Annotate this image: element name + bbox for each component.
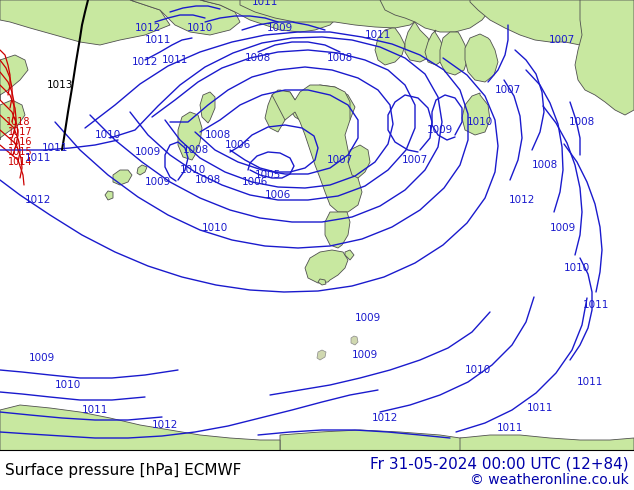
Polygon shape <box>317 350 326 360</box>
Polygon shape <box>240 0 430 28</box>
Text: 1013: 1013 <box>47 80 73 90</box>
Polygon shape <box>113 170 132 185</box>
Text: 1008: 1008 <box>532 160 558 170</box>
Text: 1009: 1009 <box>135 147 161 157</box>
Text: 1010: 1010 <box>467 117 493 127</box>
Text: 1008: 1008 <box>245 53 271 63</box>
Text: 1009: 1009 <box>145 177 171 187</box>
Text: 1009: 1009 <box>355 313 381 323</box>
Text: Surface pressure [hPa] ECMWF: Surface pressure [hPa] ECMWF <box>5 463 242 477</box>
Polygon shape <box>137 165 147 175</box>
Text: 1007: 1007 <box>327 155 353 165</box>
Text: 1011: 1011 <box>145 35 171 45</box>
Text: 1007: 1007 <box>495 85 521 95</box>
Text: 1012: 1012 <box>132 57 158 67</box>
Text: 1011: 1011 <box>365 30 391 40</box>
Text: 1008: 1008 <box>205 130 231 140</box>
Text: 1011: 1011 <box>497 423 523 433</box>
Polygon shape <box>325 212 350 248</box>
Text: 1011: 1011 <box>25 153 51 163</box>
Text: 1009: 1009 <box>352 350 378 360</box>
Text: 1011: 1011 <box>583 300 609 310</box>
Text: 1007: 1007 <box>549 35 575 45</box>
Text: 1016: 1016 <box>8 137 32 147</box>
Text: 1009: 1009 <box>267 23 293 33</box>
Polygon shape <box>348 145 370 178</box>
Text: 1006: 1006 <box>225 140 251 150</box>
Text: 1012: 1012 <box>135 23 161 33</box>
Polygon shape <box>460 435 634 452</box>
Text: 1005: 1005 <box>255 170 281 180</box>
Polygon shape <box>200 0 340 32</box>
Text: 1010: 1010 <box>202 223 228 233</box>
Text: 1011: 1011 <box>577 377 603 387</box>
Polygon shape <box>380 0 490 32</box>
Polygon shape <box>318 279 326 285</box>
Polygon shape <box>470 0 634 55</box>
Text: 1012: 1012 <box>509 195 535 205</box>
Text: 1011: 1011 <box>162 55 188 65</box>
Polygon shape <box>0 405 280 452</box>
Text: 1011: 1011 <box>252 0 278 7</box>
Polygon shape <box>0 100 25 140</box>
Text: 1010: 1010 <box>55 380 81 390</box>
Text: 1008: 1008 <box>569 117 595 127</box>
Polygon shape <box>305 250 348 283</box>
Polygon shape <box>105 191 113 200</box>
Polygon shape <box>425 30 445 65</box>
Text: 1012: 1012 <box>25 195 51 205</box>
Text: 1008: 1008 <box>183 145 209 155</box>
Polygon shape <box>265 90 295 132</box>
Text: 1009: 1009 <box>29 353 55 363</box>
Polygon shape <box>462 93 490 135</box>
Polygon shape <box>440 32 468 75</box>
Text: Fr 31-05-2024 00:00 UTC (12+84): Fr 31-05-2024 00:00 UTC (12+84) <box>370 457 629 471</box>
Text: 1010: 1010 <box>95 130 121 140</box>
Polygon shape <box>178 112 202 160</box>
Polygon shape <box>465 34 498 82</box>
Polygon shape <box>575 0 634 115</box>
Text: 1010: 1010 <box>180 165 206 175</box>
Bar <box>0 450 634 490</box>
Text: 1006: 1006 <box>242 177 268 187</box>
Polygon shape <box>280 430 480 452</box>
Text: 1010: 1010 <box>465 365 491 375</box>
Text: 1014: 1014 <box>8 157 32 167</box>
Polygon shape <box>0 0 170 45</box>
Text: 1009: 1009 <box>550 223 576 233</box>
Text: 1007: 1007 <box>402 155 428 165</box>
Text: 1018: 1018 <box>6 117 30 127</box>
Text: 1010: 1010 <box>187 23 213 33</box>
Polygon shape <box>290 85 355 130</box>
Text: 1015: 1015 <box>8 147 32 157</box>
Polygon shape <box>272 85 362 212</box>
Text: 1008: 1008 <box>195 175 221 185</box>
Text: 1011: 1011 <box>82 405 108 415</box>
Text: 1010: 1010 <box>564 263 590 273</box>
Text: 1008: 1008 <box>327 53 353 63</box>
Text: © weatheronline.co.uk: © weatheronline.co.uk <box>470 473 629 487</box>
Polygon shape <box>345 250 354 260</box>
Text: 1012: 1012 <box>372 413 398 423</box>
Text: 1011: 1011 <box>527 403 553 413</box>
Text: 1011: 1011 <box>42 143 68 153</box>
Polygon shape <box>351 336 358 345</box>
Polygon shape <box>200 92 215 123</box>
Text: 1017: 1017 <box>8 127 32 137</box>
Text: 1009: 1009 <box>427 125 453 135</box>
Polygon shape <box>405 22 432 62</box>
Polygon shape <box>130 0 240 35</box>
Text: 1006: 1006 <box>265 190 291 200</box>
Text: 1012: 1012 <box>152 420 178 430</box>
Polygon shape <box>0 55 28 100</box>
Polygon shape <box>375 28 405 65</box>
